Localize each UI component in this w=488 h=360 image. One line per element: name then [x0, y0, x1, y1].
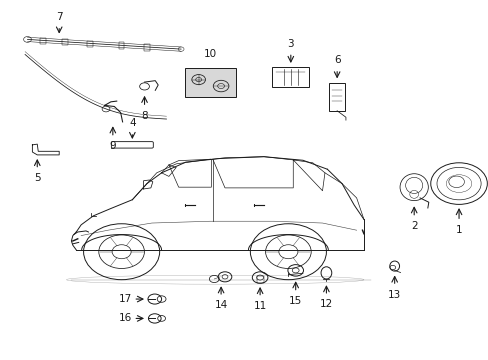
Text: 7: 7 — [56, 12, 62, 22]
Bar — [272, 67, 309, 87]
Bar — [143, 44, 149, 50]
Text: 4: 4 — [129, 118, 135, 129]
Text: 2: 2 — [410, 221, 417, 231]
Bar — [256, 276, 263, 283]
Bar — [62, 39, 68, 45]
Bar — [40, 37, 46, 44]
Text: 6: 6 — [333, 55, 340, 65]
Text: 11: 11 — [253, 301, 266, 311]
Text: 14: 14 — [214, 301, 227, 310]
Text: 9: 9 — [109, 141, 116, 151]
Text: 12: 12 — [319, 300, 332, 309]
Text: 13: 13 — [387, 290, 401, 300]
Text: 8: 8 — [141, 111, 147, 121]
Text: 15: 15 — [288, 296, 302, 306]
Text: 17: 17 — [119, 294, 132, 304]
Bar — [184, 68, 236, 97]
Bar — [119, 42, 124, 49]
Text: 3: 3 — [287, 39, 294, 49]
Text: 10: 10 — [203, 49, 217, 59]
Bar — [329, 83, 345, 111]
Text: 16: 16 — [119, 314, 132, 323]
Text: 5: 5 — [34, 173, 41, 183]
Bar — [87, 41, 93, 47]
Text: 1: 1 — [455, 225, 462, 235]
